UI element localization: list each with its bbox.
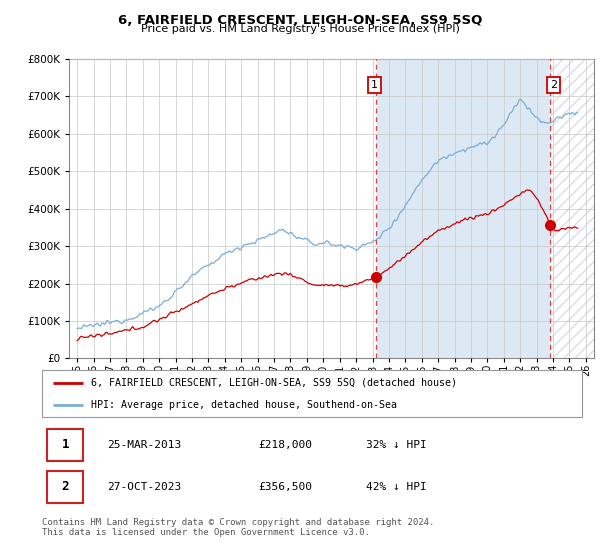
Text: 2: 2: [550, 80, 557, 90]
Text: 6, FAIRFIELD CRESCENT, LEIGH-ON-SEA, SS9 5SQ: 6, FAIRFIELD CRESCENT, LEIGH-ON-SEA, SS9…: [118, 14, 482, 27]
Text: 2: 2: [61, 480, 69, 493]
Text: 6, FAIRFIELD CRESCENT, LEIGH-ON-SEA, SS9 5SQ (detached house): 6, FAIRFIELD CRESCENT, LEIGH-ON-SEA, SS9…: [91, 378, 457, 388]
Text: 32% ↓ HPI: 32% ↓ HPI: [366, 440, 427, 450]
Text: 25-MAR-2013: 25-MAR-2013: [107, 440, 181, 450]
Text: 1: 1: [61, 438, 69, 451]
Text: Price paid vs. HM Land Registry's House Price Index (HPI): Price paid vs. HM Land Registry's House …: [140, 24, 460, 34]
Text: £356,500: £356,500: [258, 482, 312, 492]
Text: Contains HM Land Registry data © Crown copyright and database right 2024.
This d: Contains HM Land Registry data © Crown c…: [42, 518, 434, 538]
FancyBboxPatch shape: [42, 370, 582, 417]
Text: £218,000: £218,000: [258, 440, 312, 450]
Text: 1: 1: [371, 80, 378, 90]
Text: HPI: Average price, detached house, Southend-on-Sea: HPI: Average price, detached house, Sout…: [91, 400, 397, 410]
FancyBboxPatch shape: [47, 429, 83, 461]
Text: 27-OCT-2023: 27-OCT-2023: [107, 482, 181, 492]
FancyBboxPatch shape: [47, 470, 83, 503]
Text: 42% ↓ HPI: 42% ↓ HPI: [366, 482, 427, 492]
